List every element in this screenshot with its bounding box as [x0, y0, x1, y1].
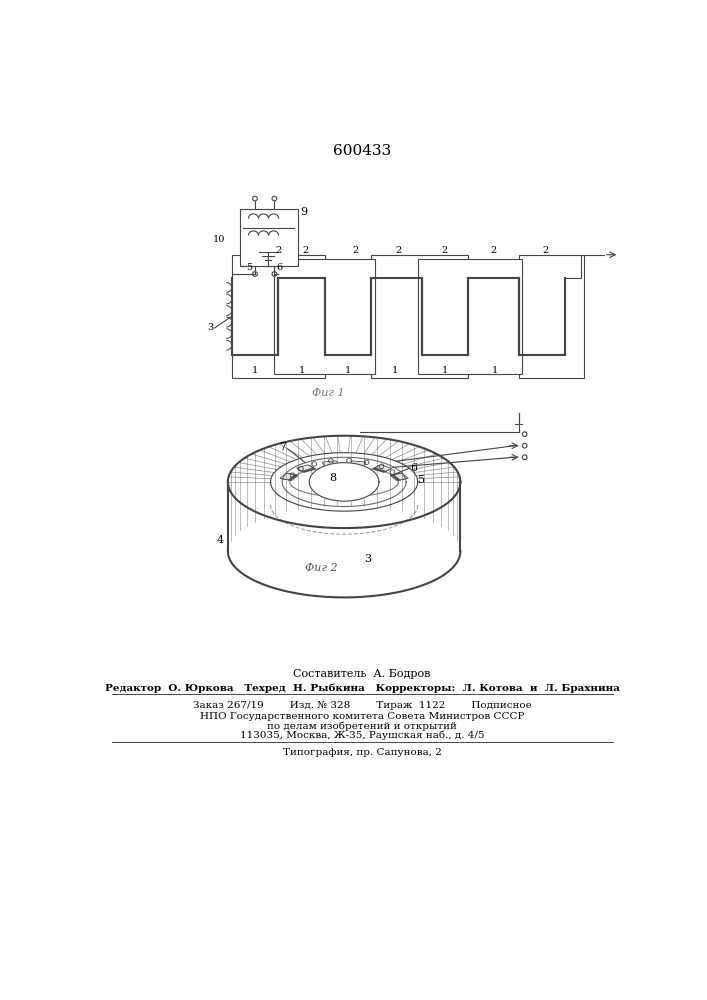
Text: 3: 3: [364, 554, 371, 564]
Text: 2: 2: [542, 246, 549, 255]
Text: 8: 8: [329, 473, 336, 483]
Text: 1: 1: [252, 366, 258, 375]
Polygon shape: [391, 474, 406, 480]
Polygon shape: [392, 474, 407, 480]
Polygon shape: [322, 461, 338, 466]
Text: 1: 1: [298, 366, 305, 375]
Text: 2: 2: [395, 246, 402, 255]
Polygon shape: [296, 465, 313, 471]
Polygon shape: [350, 462, 366, 466]
Text: 2: 2: [491, 246, 497, 255]
Polygon shape: [284, 474, 298, 481]
Text: 1: 1: [492, 366, 498, 375]
Text: 7: 7: [279, 442, 286, 452]
Bar: [240, 209, 298, 266]
Text: Фиг 2: Фиг 2: [305, 563, 337, 573]
Polygon shape: [373, 466, 390, 472]
Polygon shape: [350, 461, 366, 466]
Polygon shape: [297, 465, 314, 471]
Text: НПО Государственного комитета Совета Министров СССР: НПО Государственного комитета Совета Мин…: [200, 712, 524, 721]
Text: по делам изобретений и открытий: по делам изобретений и открытий: [267, 721, 457, 731]
Text: 9: 9: [300, 207, 308, 217]
Bar: [232, 255, 325, 378]
Polygon shape: [323, 462, 339, 467]
Polygon shape: [375, 465, 392, 471]
Text: 2: 2: [303, 246, 308, 255]
Text: 113035, Москва, Ж-35, Раушская наб., д. 4/5: 113035, Москва, Ж-35, Раушская наб., д. …: [240, 730, 484, 740]
Polygon shape: [323, 462, 339, 466]
Polygon shape: [350, 462, 366, 467]
Polygon shape: [280, 473, 295, 480]
Text: 10: 10: [214, 235, 226, 244]
Polygon shape: [281, 474, 296, 480]
Text: 4: 4: [216, 535, 223, 545]
Bar: [418, 259, 522, 374]
Text: 5: 5: [418, 475, 425, 485]
Polygon shape: [281, 473, 296, 480]
Text: 2: 2: [275, 246, 281, 255]
Polygon shape: [393, 473, 407, 480]
Polygon shape: [373, 466, 390, 472]
Bar: [518, 255, 585, 378]
Text: Типография, пр. Сапунова, 2: Типография, пр. Сапунова, 2: [283, 748, 441, 757]
Text: 2: 2: [353, 246, 359, 255]
Polygon shape: [309, 463, 379, 501]
Polygon shape: [298, 466, 315, 472]
Polygon shape: [323, 462, 339, 467]
Polygon shape: [374, 465, 390, 472]
Text: Фиг 1: Фиг 1: [312, 388, 345, 398]
Text: 1: 1: [392, 366, 397, 375]
Polygon shape: [350, 461, 366, 466]
Bar: [371, 255, 468, 378]
Polygon shape: [298, 465, 315, 472]
Polygon shape: [282, 474, 297, 480]
Polygon shape: [375, 465, 391, 471]
Text: Редактор  О. Юркова   Техред  Н. Рыбкина   Корректоры:  Л. Котова  и  Л. Брахнин: Редактор О. Юркова Техред Н. Рыбкина Кор…: [105, 684, 619, 693]
Polygon shape: [390, 474, 405, 481]
Text: 600433: 600433: [333, 144, 391, 158]
Polygon shape: [299, 466, 315, 472]
Text: Заказ 267/19        Изд. № 328        Тираж  1122        Подписное: Заказ 267/19 Изд. № 328 Тираж 1122 Подпи…: [192, 701, 532, 710]
Polygon shape: [394, 473, 409, 480]
Text: 3: 3: [208, 323, 214, 332]
Text: 1: 1: [345, 366, 351, 375]
Polygon shape: [322, 461, 338, 466]
Bar: [274, 259, 375, 374]
Polygon shape: [349, 462, 365, 467]
Text: 6: 6: [276, 263, 282, 272]
Text: 6: 6: [410, 463, 417, 473]
Text: 2: 2: [442, 246, 448, 255]
Text: 5: 5: [246, 263, 252, 272]
Text: Составитель  А. Бодров: Составитель А. Бодров: [293, 669, 431, 679]
Text: 1: 1: [442, 366, 448, 375]
